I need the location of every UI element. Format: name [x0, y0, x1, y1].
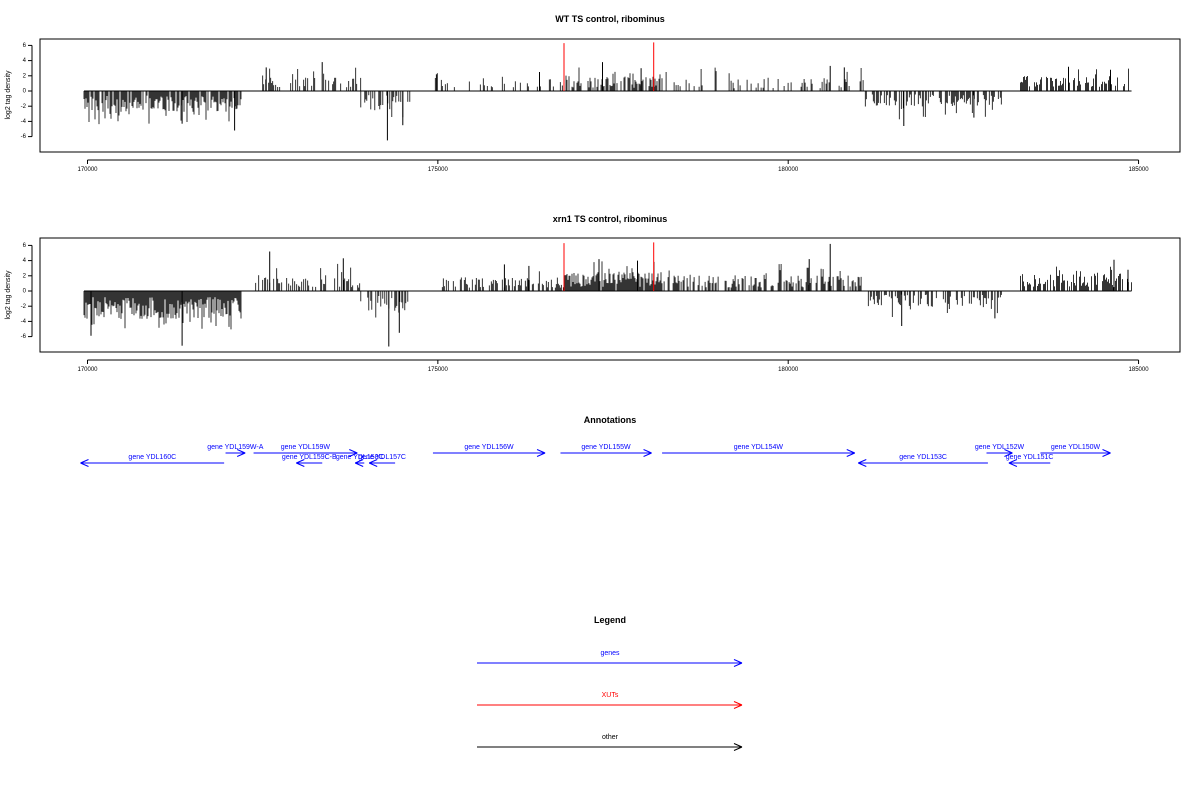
gene-arrow: [662, 449, 855, 457]
gene-label: gene YDL159C-B: [282, 454, 337, 461]
wt-x-axis: 170000 175000 180000 185000: [77, 159, 1150, 173]
legend-label: XUTs: [602, 692, 619, 699]
wt-density-bars: [83, 42, 1132, 141]
y-tick-label: 4: [23, 58, 27, 64]
x-tick-label: 170000: [77, 367, 98, 373]
y-tick-label: 2: [23, 73, 27, 79]
y-tick-label: -2: [21, 104, 27, 110]
legend-label: genes: [600, 650, 620, 657]
y-tick-label: -2: [21, 304, 27, 310]
gene-label: gene YDL155W: [581, 444, 631, 451]
x-tick-label: 180000: [778, 367, 799, 373]
wt-y-axis-label: log2 tag density: [5, 70, 12, 120]
gene-arrow: [354, 459, 365, 467]
gene-arrow: [253, 449, 358, 457]
gene-arrow: [858, 459, 988, 467]
x-tick-label: 185000: [1129, 367, 1150, 373]
y-tick-label: 2: [23, 273, 27, 279]
gene-arrow: [225, 449, 246, 457]
y-tick-label: -6: [21, 334, 27, 340]
legend: Legend genes XUTs other: [477, 615, 743, 751]
xrn1-y-axis: -6 -4 -2 0 2 4 6: [21, 243, 33, 340]
legend-items: genes XUTs other: [477, 650, 743, 751]
gene-arrow: [1040, 449, 1111, 457]
legend-arrow: [477, 659, 743, 667]
x-tick-label: 185000: [1129, 167, 1150, 173]
gene-arrow: [80, 459, 225, 467]
gene-label: gene YDL158C: [336, 454, 384, 461]
legend-title: Legend: [594, 615, 626, 625]
y-tick-label: 6: [23, 243, 27, 249]
gene-label: gene YDL157C: [358, 454, 406, 461]
x-tick-label: 180000: [778, 167, 799, 173]
x-tick-label: 175000: [428, 367, 449, 373]
gene-arrow: [432, 449, 546, 457]
gene-label: gene YDL153C: [899, 454, 947, 461]
gene-label: gene YDL160C: [128, 454, 176, 461]
y-tick-label: -4: [21, 319, 27, 325]
gene-label: gene YDL150W: [1051, 444, 1101, 451]
legend-arrow: [477, 701, 743, 709]
x-tick-label: 175000: [428, 167, 449, 173]
gene-arrow: [986, 449, 1013, 457]
gene-label: gene YDL159W-A: [207, 444, 263, 451]
xrn1-density-bars: [83, 242, 1132, 347]
x-tick-label: 170000: [77, 167, 98, 173]
gene-label: gene YDL152W: [975, 444, 1025, 451]
y-tick-label: -4: [21, 119, 27, 125]
gene-label: gene YDL156W: [464, 444, 514, 451]
y-tick-label: 4: [23, 258, 27, 264]
y-tick-label: -6: [21, 134, 27, 140]
xrn1-y-axis-label: log2 tag density: [5, 270, 12, 320]
xrn1-density-panel: xrn1 TS control, ribominus -6 -4 -2 0 2 4 6 17…: [5, 214, 1181, 373]
gene-label: gene YDL154W: [734, 444, 784, 451]
gene-arrows: gene YDL160C gene YDL159W-A gene YDL159W ge…: [80, 444, 1111, 467]
xrn1-panel-title: xrn1 TS control, ribominus: [553, 214, 668, 224]
gene-arrow: [1008, 459, 1051, 467]
wt-density-panel: WT TS control, ribominus -6 -4 -2 0 2 4 6 1700…: [5, 14, 1181, 173]
xrn1-plot-frame: [39, 237, 1181, 353]
wt-y-axis: -6 -4 -2 0 2 4 6: [21, 43, 33, 140]
y-tick-label: 0: [23, 289, 27, 295]
gene-label: gene YDL159W: [281, 444, 331, 451]
y-tick-label: 6: [23, 43, 27, 49]
legend-label: other: [602, 734, 619, 741]
xrn1-x-axis: 170000 175000 180000 185000: [77, 359, 1150, 373]
wt-plot-frame: [39, 38, 1181, 153]
legend-arrow: [477, 743, 743, 751]
gene-arrow: [560, 449, 652, 457]
y-tick-label: 0: [23, 89, 27, 95]
gene-arrow: [368, 459, 396, 467]
wt-panel-title: WT TS control, ribominus: [555, 14, 665, 24]
gene-arrow: [296, 459, 323, 467]
annotations-title: Annotations: [584, 415, 637, 425]
gene-label: gene YDL151C: [1006, 454, 1054, 461]
